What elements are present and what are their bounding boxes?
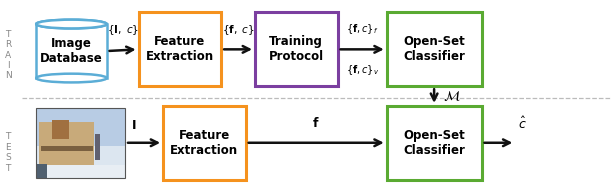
Text: $\{\mathbf{f},c\}_v$: $\{\mathbf{f},c\}_v$: [346, 63, 379, 77]
Text: $\mathcal{M}$: $\mathcal{M}$: [443, 89, 461, 103]
FancyBboxPatch shape: [163, 106, 246, 180]
Text: T
E
S
T: T E S T: [5, 132, 11, 173]
Text: $\{\mathbf{f},c\}_f$: $\{\mathbf{f},c\}_f$: [346, 22, 378, 36]
FancyBboxPatch shape: [387, 12, 481, 86]
Bar: [36, 108, 125, 178]
Bar: [36, 164, 47, 178]
Text: $\mathbf{f}$: $\mathbf{f}$: [313, 116, 320, 130]
FancyBboxPatch shape: [139, 12, 221, 86]
Bar: [41, 146, 93, 151]
Text: Feature
Extraction: Feature Extraction: [146, 35, 214, 63]
Text: Open-Set
Classifier: Open-Set Classifier: [403, 129, 465, 157]
Bar: [36, 146, 125, 178]
Ellipse shape: [36, 20, 107, 28]
Text: Open-Set
Classifier: Open-Set Classifier: [403, 35, 465, 63]
Text: Image
Database: Image Database: [40, 37, 103, 65]
Text: $\{\mathbf{I},\ c\}$: $\{\mathbf{I},\ c\}$: [106, 23, 139, 37]
Text: Feature
Extraction: Feature Extraction: [170, 129, 238, 157]
Ellipse shape: [36, 20, 107, 28]
Ellipse shape: [36, 74, 107, 83]
FancyBboxPatch shape: [387, 106, 481, 180]
Bar: [36, 24, 107, 78]
Text: Training
Protocol: Training Protocol: [269, 35, 324, 63]
Text: $\{\mathbf{f},\ c\}$: $\{\mathbf{f},\ c\}$: [222, 23, 254, 37]
Bar: [36, 165, 125, 178]
FancyBboxPatch shape: [255, 12, 338, 86]
Text: $\hat{c}$: $\hat{c}$: [518, 116, 527, 132]
Bar: [95, 134, 100, 160]
Text: T
R
A
I
N: T R A I N: [5, 30, 12, 81]
Bar: [36, 108, 125, 146]
Text: $\mathbf{I}$: $\mathbf{I}$: [131, 119, 136, 132]
Bar: [52, 120, 69, 139]
Bar: [39, 122, 95, 165]
